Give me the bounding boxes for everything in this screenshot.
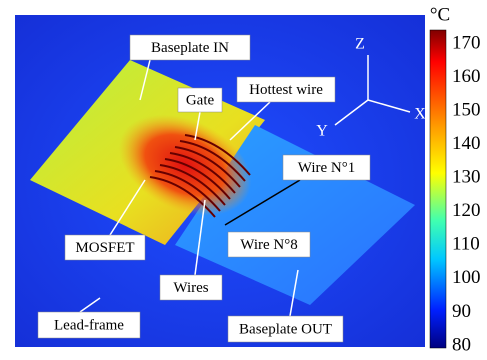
colorbar-tick: 100 [452,267,481,288]
colorbar-tick: 90 [452,301,471,322]
label-text: Wire N°1 [298,160,355,176]
colorbar-tick: 150 [452,99,481,120]
label-text: Gate [186,92,215,108]
label-text: Baseplate IN [151,40,229,56]
label-text: MOSFET [75,240,134,256]
colorbar [429,29,447,349]
label-box [236,76,336,103]
callout-arrows [79,55,411,317]
colorbar-unit: °C [430,4,450,25]
label-box [37,311,141,339]
axis-label: X [414,106,426,123]
colorbar-tick: 130 [452,167,481,188]
label-text: Wires [173,280,208,296]
label-box [177,87,223,113]
label-box [129,34,251,61]
colorbar-tick: 170 [452,32,481,53]
colorbar-tick: 140 [452,133,481,154]
colorbar-tick: 120 [452,200,481,221]
label-box [227,231,311,258]
label-text: Baseplate OUT [239,321,332,337]
axis-label: Y [316,123,328,140]
label-box [64,234,146,261]
label-box [159,274,223,301]
label-text: Wire N°8 [240,237,297,253]
label-box [227,315,344,343]
axis-label: Z [355,36,365,53]
colorbar-tick: 160 [452,66,481,87]
label-text: Hottest wire [249,82,323,98]
label-box [282,154,371,181]
label-text: Lead-frame [54,317,124,333]
colorbar-tick: 80 [452,334,471,355]
labels: Baseplate IN Gate Hottest wire Wire N°1 MOSF… [37,34,371,343]
colorbar-tick: 110 [452,234,480,255]
wires [149,134,251,218]
